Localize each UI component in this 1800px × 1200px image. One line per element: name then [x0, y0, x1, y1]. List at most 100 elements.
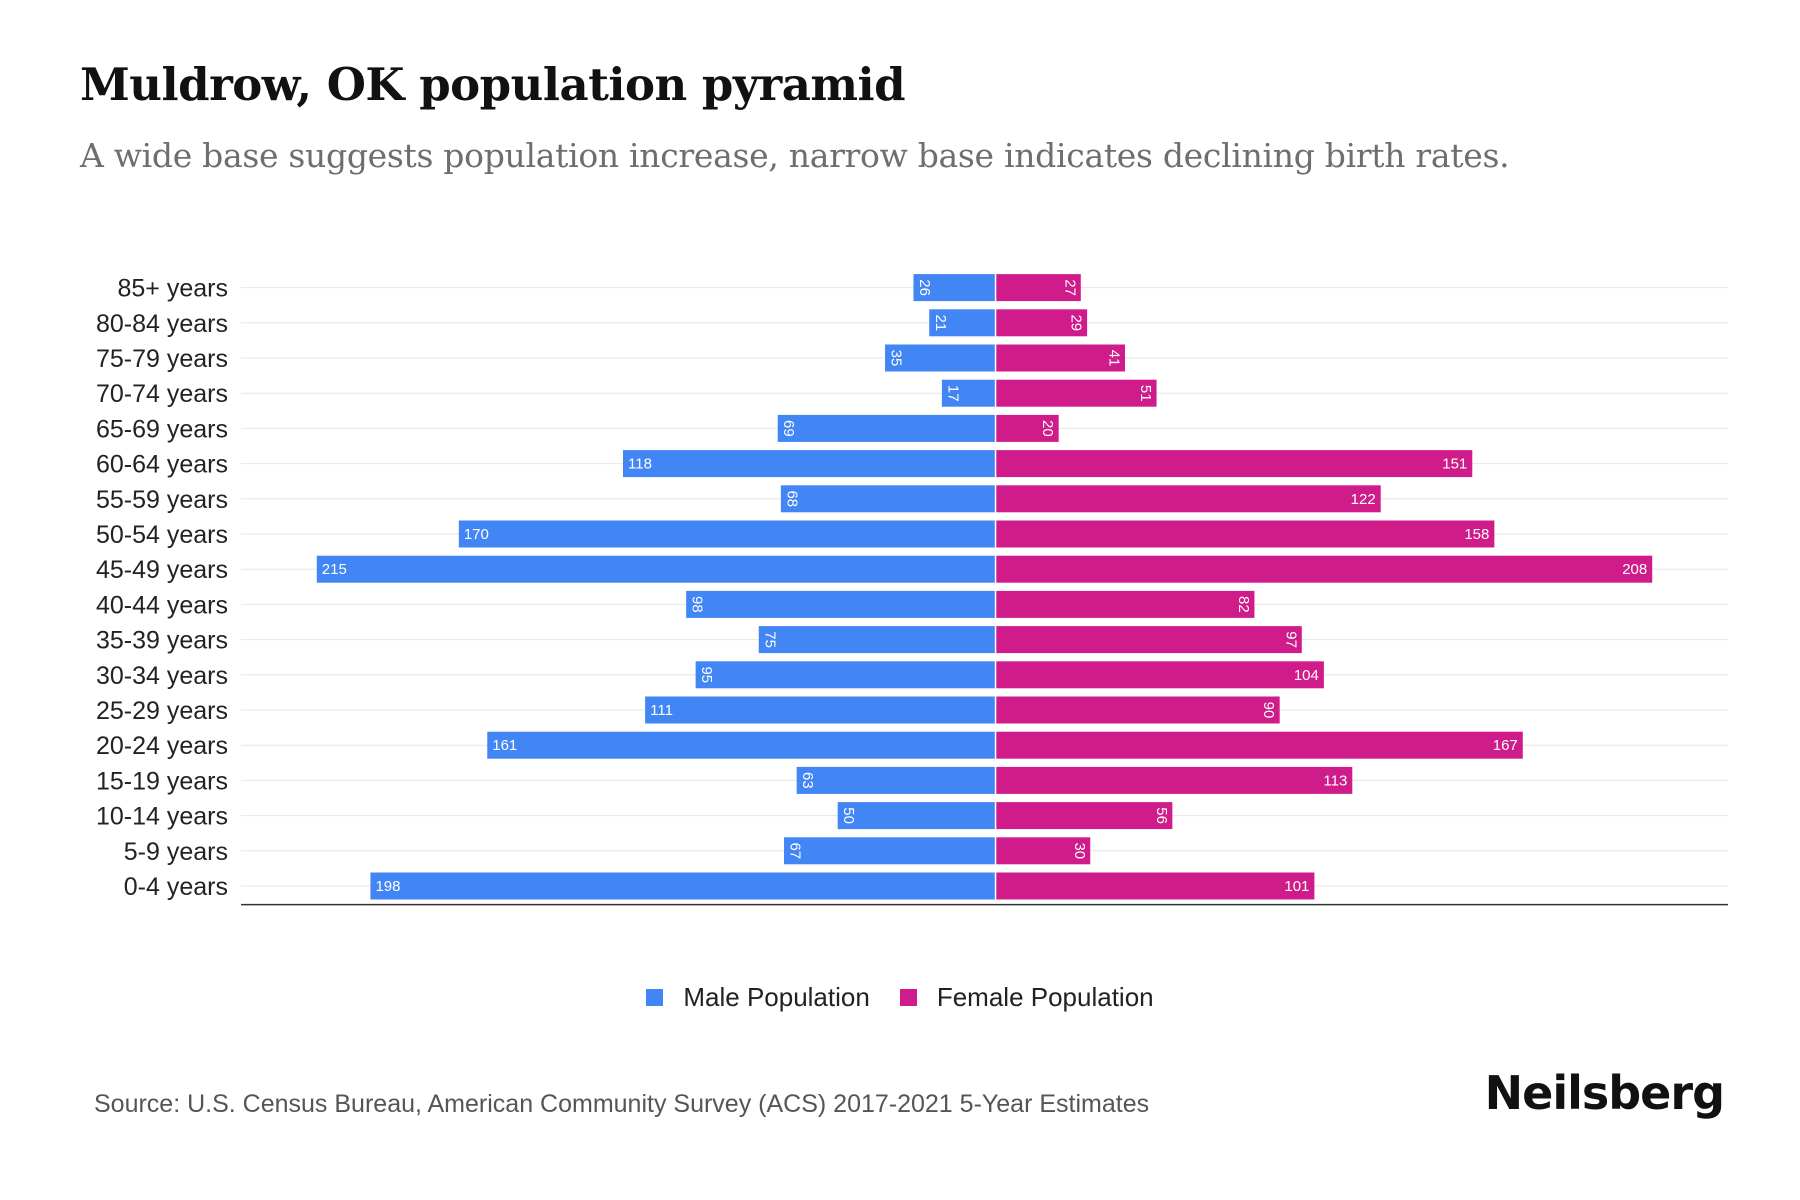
- male-value-label: 118: [628, 456, 652, 473]
- female-bar: [995, 766, 1353, 794]
- male-value-label: 21: [932, 314, 949, 331]
- male-bar: [777, 414, 996, 442]
- y-tick-label: 20-24 years: [96, 732, 228, 760]
- male-value-label: 17: [944, 385, 961, 402]
- y-tick-label: 45-49 years: [96, 556, 228, 584]
- male-bar: [837, 802, 996, 830]
- y-tick-label: 25-29 years: [96, 697, 228, 725]
- female-bar: [995, 696, 1280, 724]
- male-value-label: 215: [322, 561, 347, 578]
- male-swatch: [646, 989, 664, 1006]
- female-value-label: 30: [1071, 842, 1088, 859]
- male-value-label: 67: [787, 842, 804, 859]
- y-tick-label: 65-69 years: [96, 415, 228, 443]
- male-bar: [913, 274, 996, 302]
- male-value-label: 198: [375, 878, 400, 895]
- female-bar: [995, 379, 1157, 407]
- male-bar: [645, 696, 996, 724]
- male-bar: [316, 555, 996, 583]
- male-bar: [929, 309, 996, 337]
- male-bar: [487, 731, 996, 759]
- female-bar: [995, 485, 1381, 513]
- female-value-label: 51: [1137, 385, 1154, 402]
- female-bar: [995, 414, 1059, 442]
- female-value-label: 208: [1622, 561, 1647, 578]
- chart-title: Muldrow, OK population pyramid: [80, 58, 906, 111]
- female-value-label: 41: [1105, 350, 1122, 367]
- female-value-label: 82: [1235, 596, 1252, 613]
- female-value-label: 167: [1493, 737, 1518, 754]
- female-bar: [995, 450, 1473, 478]
- y-tick-label: 75-79 years: [96, 345, 228, 373]
- female-value-label: 97: [1282, 631, 1299, 648]
- female-value-label: 122: [1351, 491, 1376, 508]
- y-tick-label: 5-9 years: [124, 838, 228, 866]
- female-bar: [995, 661, 1324, 689]
- male-bar: [458, 520, 996, 548]
- male-bar: [796, 766, 996, 794]
- female-bar: [995, 344, 1125, 372]
- female-value-label: 104: [1294, 667, 1319, 684]
- male-bar: [758, 626, 996, 654]
- male-value-label: 26: [916, 279, 933, 296]
- source-note: Source: U.S. Census Bureau, American Com…: [94, 1090, 1150, 1118]
- female-bar: [995, 590, 1255, 618]
- female-bar: [995, 802, 1173, 830]
- chart-subtitle: A wide base suggests population increase…: [80, 136, 1510, 175]
- male-bar: [686, 590, 996, 618]
- male-value-label: 68: [783, 490, 800, 507]
- y-tick-label: 50-54 years: [96, 521, 228, 549]
- male-value-label: 63: [799, 772, 816, 789]
- legend-item-female[interactable]: Female Population: [899, 982, 1154, 1013]
- female-value-label: 56: [1153, 807, 1170, 824]
- male-bar: [370, 872, 996, 900]
- male-value-label: 50: [840, 807, 857, 824]
- female-value-label: 20: [1039, 420, 1056, 437]
- female-bar: [995, 872, 1315, 900]
- y-tick-label: 85+ years: [118, 275, 229, 303]
- female-bar: [995, 837, 1091, 865]
- y-tick-label: 70-74 years: [96, 380, 228, 408]
- female-value-label: 27: [1061, 279, 1078, 296]
- female-bar: [995, 731, 1523, 759]
- male-value-label: 161: [492, 737, 517, 754]
- male-value-label: 35: [888, 350, 905, 367]
- female-value-label: 101: [1284, 878, 1309, 895]
- male-bar: [784, 837, 996, 865]
- female-value-label: 29: [1068, 314, 1085, 331]
- y-tick-label: 15-19 years: [96, 767, 228, 795]
- y-tick-label: 40-44 years: [96, 591, 228, 619]
- y-tick-label: 10-14 years: [96, 803, 228, 831]
- female-bar: [995, 520, 1495, 548]
- female-bar: [995, 555, 1653, 583]
- y-tick-label: 80-84 years: [96, 310, 228, 338]
- legend-label-female: Female Population: [936, 982, 1154, 1012]
- y-tick-label: 55-59 years: [96, 486, 228, 514]
- female-bar: [995, 274, 1081, 302]
- female-value-label: 158: [1464, 526, 1489, 543]
- female-swatch: [899, 989, 917, 1006]
- brand-logo: Neilsberg: [1484, 1066, 1725, 1120]
- male-bar: [885, 344, 996, 372]
- female-bar: [995, 309, 1088, 337]
- female-value-label: 113: [1323, 772, 1347, 789]
- male-bar: [780, 485, 996, 513]
- male-bar: [941, 379, 996, 407]
- legend-label-male: Male Population: [683, 982, 870, 1012]
- male-value-label: 69: [780, 420, 797, 437]
- male-value-label: 111: [650, 702, 673, 719]
- female-bar: [995, 626, 1302, 654]
- male-bar: [623, 450, 996, 478]
- male-value-label: 75: [761, 631, 778, 648]
- legend-item-male[interactable]: Male Population: [646, 982, 870, 1013]
- chart-legend: Male Population Female Population: [0, 982, 1800, 1013]
- y-tick-label: 60-64 years: [96, 451, 228, 479]
- y-tick-label: 35-39 years: [96, 627, 228, 655]
- female-value-label: 151: [1442, 456, 1467, 473]
- male-value-label: 170: [464, 526, 489, 543]
- male-value-label: 95: [698, 666, 715, 683]
- male-value-label: 98: [689, 596, 706, 613]
- male-bar: [695, 661, 996, 689]
- y-tick-label: 0-4 years: [124, 873, 228, 901]
